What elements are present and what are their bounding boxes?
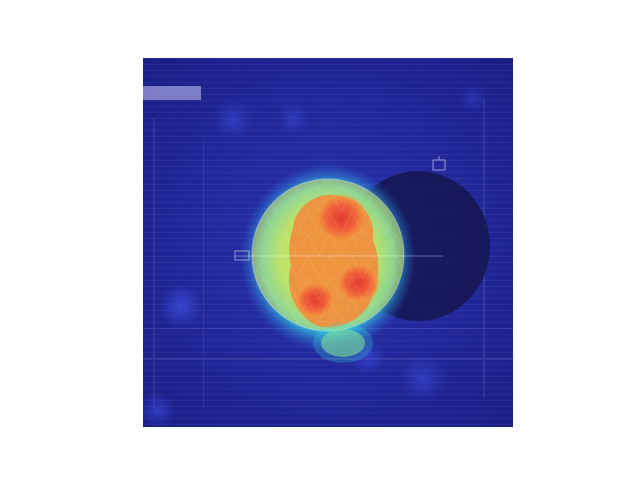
bottom-glow [321,329,365,357]
glow-spot [277,102,309,134]
heatmap-overlay-image [143,58,513,427]
glow-spot [159,284,203,328]
object-rim [251,178,405,332]
heatmap-svg [143,58,513,427]
glow-spot [459,84,487,112]
glow-spot [213,100,253,140]
glow-spot [143,392,175,427]
top-left-bar [143,86,201,100]
left-connector [234,250,250,261]
glow-spot [399,354,447,402]
